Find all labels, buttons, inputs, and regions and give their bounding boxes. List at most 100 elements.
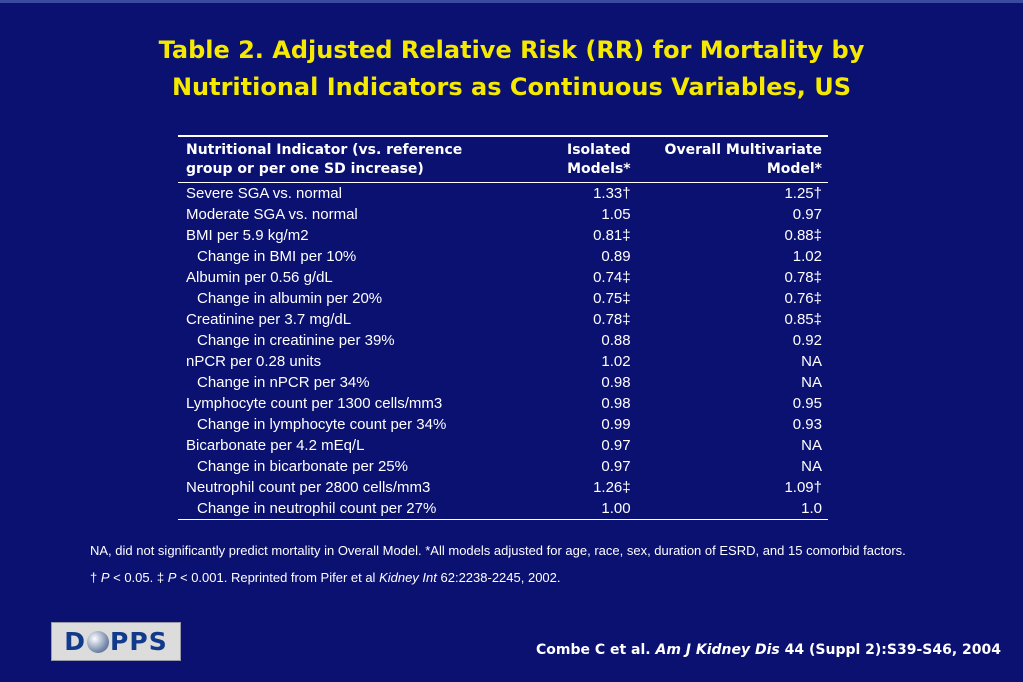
indicator-cell: Change in creatinine per 39% [197,332,395,349]
indicator-cell: Albumin per 0.56 g/dL [186,269,333,286]
dopps-logo: D PPS [51,622,181,661]
source-citation: Combe C et al. Am J Kidney Dis 44 (Suppl… [536,642,1001,658]
indicator-cell: Change in nPCR per 34% [197,374,370,391]
footnote-2-journal: Kidney Int [379,570,437,585]
indicator-cell: Change in lymphocyte count per 34% [197,416,447,433]
table-row: Moderate SGA vs. normal 1.05 0.97 [178,204,828,225]
overall-cell: 0.92 [792,332,822,349]
header-overall-line2: Model* [766,161,822,177]
top-strip [0,0,1023,3]
indicator-cell: Change in BMI per 10% [197,248,357,265]
header-indicator: Nutritional Indicator (vs. reference gro… [178,137,550,182]
isolated-cell: 0.74‡ [593,269,631,286]
header-rule [178,182,828,183]
isolated-cell: 0.97 [601,437,631,454]
table-row: Albumin per 0.56 g/dL 0.74‡ 0.78‡ [178,267,828,288]
overall-cell: 1.02 [792,248,822,265]
overall-cell: 0.95 [792,395,822,412]
overall-cell: 1.09† [784,479,822,496]
citation-authors: Combe C et al. [535,642,656,658]
logo-text-d: D [64,627,87,656]
table-header-row: Nutritional Indicator (vs. reference gro… [178,137,828,182]
isolated-cell: 1.05 [601,206,631,223]
mortality-table: Nutritional Indicator (vs. reference gro… [178,137,828,519]
isolated-cell: 0.98 [601,374,631,391]
header-indicator-line2: group or per one SD increase) [186,161,424,177]
header-indicator-line1: Nutritional Indicator (vs. reference [186,142,463,158]
table-row: Change in BMI per 10% 0.89 1.02 [178,246,828,267]
overall-cell: 0.97 [792,206,822,223]
isolated-cell: 0.75‡ [593,290,631,307]
table-row: Change in lymphocyte count per 34% 0.99 0.… [178,414,828,435]
footnote-2-middle: < 0.05. ‡ [109,570,168,585]
footnote-2-p2: P [167,570,177,585]
header-isolated-line2: Models* [567,161,631,177]
overall-cell: 0.76‡ [784,290,822,307]
overall-cell: 0.85‡ [784,311,822,328]
isolated-cell: 0.78‡ [593,311,631,328]
table-top-rule [178,135,828,137]
header-overall: Overall Multivariate Model* [637,137,828,182]
isolated-cell: 0.81‡ [593,227,631,244]
citation-journal: Am J Kidney Dis [655,642,780,658]
table-row: Creatinine per 3.7 mg/dL 0.78‡ 0.85‡ [178,309,828,330]
overall-cell: 0.93 [792,416,822,433]
indicator-cell: Change in albumin per 20% [197,290,383,307]
table-row: Change in bicarbonate per 25% 0.97 NA [178,456,828,477]
overall-cell: NA [801,374,822,391]
table-row: Change in neutrophil count per 27% 1.00 1.… [178,498,828,519]
citation-details: 44 (Suppl 2):S39-S46, 2004 [779,642,1001,658]
isolated-cell: 0.89 [601,248,631,265]
isolated-cell: 0.99 [601,416,631,433]
footnote-2: † P < 0.05. ‡ P < 0.001. Reprinted from … [90,568,960,587]
indicator-cell: Bicarbonate per 4.2 mEq/L [186,437,365,454]
table-row: Bicarbonate per 4.2 mEq/L 0.97 NA [178,435,828,456]
footnotes: NA, did not significantly predict mortal… [90,541,960,595]
overall-cell: 0.78‡ [784,269,822,286]
isolated-cell: 1.00 [601,500,631,517]
footnote-2-reprint: < 0.001. Reprinted from Pifer et al [176,570,380,585]
title-line-1: Table 2. Adjusted Relative Risk (RR) for… [158,36,865,64]
isolated-cell: 0.98 [601,395,631,412]
footnote-1: NA, did not significantly predict mortal… [90,543,906,558]
title-line-2: Nutritional Indicators as Continuous Var… [171,73,852,101]
data-table: Nutritional Indicator (vs. reference gro… [178,135,828,520]
indicator-cell: Creatinine per 3.7 mg/dL [186,311,352,328]
indicator-cell: nPCR per 0.28 units [186,353,322,370]
indicator-cell: Severe SGA vs. normal [186,185,342,202]
slide-title: Table 2. Adjusted Relative Risk (RR) for… [0,32,1023,106]
isolated-cell: 1.02 [601,353,631,370]
overall-cell: NA [801,437,822,454]
table-body: Severe SGA vs. normal 1.33† 1.25† Moderate … [178,183,828,519]
indicator-cell: Change in bicarbonate per 25% [197,458,408,475]
indicator-cell: Change in neutrophil count per 27% [197,500,437,517]
table-row: BMI per 5.9 kg/m2 0.81‡ 0.88‡ [178,225,828,246]
isolated-cell: 1.26‡ [593,479,631,496]
indicator-cell: Moderate SGA vs. normal [186,206,358,223]
table-row: Change in albumin per 20% 0.75‡ 0.76‡ [178,288,828,309]
overall-cell: NA [801,353,822,370]
header-overall-line1: Overall Multivariate [664,142,822,158]
table-bottom-rule [178,519,828,520]
isolated-cell: 0.88 [601,332,631,349]
footnote-2-dagger: † [90,570,101,585]
table-row: nPCR per 0.28 units 1.02 NA [178,351,828,372]
footnote-2-end: 62:2238-2245, 2002. [436,570,561,585]
table-row: Change in nPCR per 34% 0.98 NA [178,372,828,393]
indicator-cell: BMI per 5.9 kg/m2 [186,227,309,244]
header-isolated: Isolated Models* [550,137,637,182]
isolated-cell: 1.33† [593,185,631,202]
overall-cell: 1.0 [801,500,822,517]
logo-text-pps: PPS [110,627,168,656]
indicator-cell: Lymphocyte count per 1300 cells/mm3 [186,395,443,412]
isolated-cell: 0.97 [601,458,631,475]
globe-icon [87,630,110,653]
overall-cell: 1.25† [784,185,822,202]
overall-cell: NA [801,458,822,475]
indicator-cell: Neutrophil count per 2800 cells/mm3 [186,479,431,496]
table-row: Change in creatinine per 39% 0.88 0.92 [178,330,828,351]
footnote-2-p1: P [100,570,110,585]
table-row: Severe SGA vs. normal 1.33† 1.25† [178,183,828,204]
table-row: Lymphocyte count per 1300 cells/mm3 0.98 0… [178,393,828,414]
overall-cell: 0.88‡ [784,227,822,244]
